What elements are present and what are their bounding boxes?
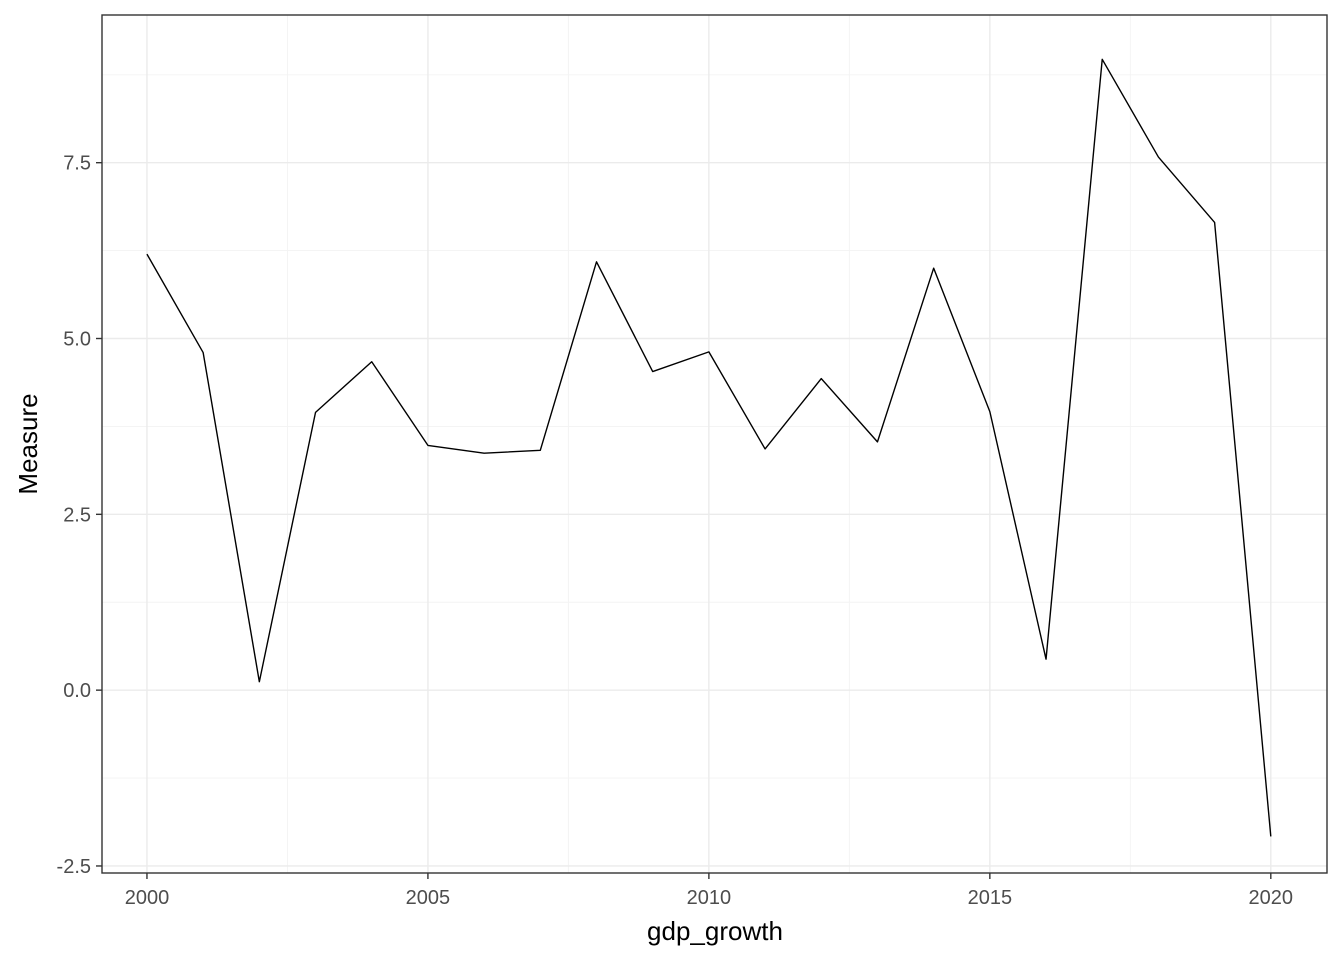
major-gridlines [102,15,1327,873]
x-tick-label: 2000 [125,887,170,909]
x-axis-title: gdp_growth [647,916,783,946]
x-tick-label: 2010 [687,887,732,909]
y-tick-label: 0.0 [63,680,91,702]
y-tick-label: 5.0 [63,329,91,351]
series-line [146,58,1272,837]
x-tick-label: 2005 [406,887,451,909]
panel-border [101,14,1328,874]
x-axis-ticks: 2000 2005 2010 2015 2020 [125,873,1293,909]
x-tick-label: 2020 [1249,887,1294,909]
minor-gridlines [102,15,1327,873]
y-axis-ticks: -2.5 0.0 2.5 5.0 7.5 [57,153,102,878]
x-tick-label: 2015 [968,887,1013,909]
y-tick-label: 7.5 [63,153,91,175]
y-tick-label: -2.5 [57,856,91,878]
y-tick-label: 2.5 [63,504,91,526]
y-axis-title: Measure [13,393,43,494]
